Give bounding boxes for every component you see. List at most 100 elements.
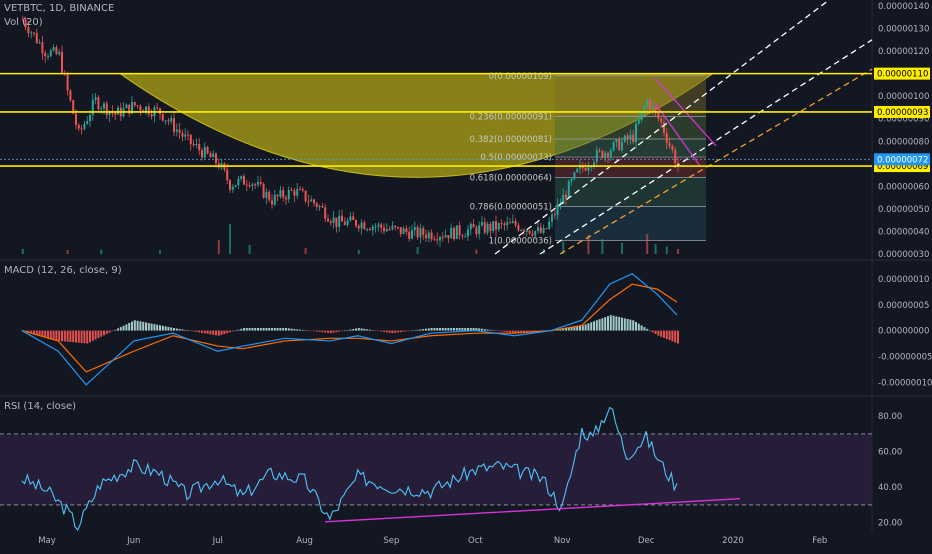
macd-histogram-bar — [556, 329, 559, 331]
fib-zone — [555, 157, 706, 178]
macd-histogram-bar — [357, 328, 360, 331]
candle-body — [35, 33, 38, 43]
candle-body — [164, 120, 167, 122]
macd-histogram-bar — [251, 328, 254, 331]
candle-body — [279, 190, 282, 197]
macd-histogram-bar — [380, 330, 383, 332]
candle-body — [105, 103, 108, 116]
candle-body — [33, 32, 35, 34]
price-axis-tick: 0.00000140 — [878, 2, 929, 12]
macd-label[interactable]: MACD (12, 26, close, 9) — [4, 265, 122, 276]
candle-body — [259, 181, 262, 184]
macd-histogram-bar — [35, 330, 38, 335]
candle-body — [58, 51, 61, 55]
candle-body — [357, 225, 360, 229]
volume-bar — [654, 244, 657, 254]
macd-histogram-bar — [279, 328, 282, 331]
macd-histogram-bar — [455, 328, 458, 331]
candle-body — [240, 176, 243, 179]
macd-histogram-bar — [632, 320, 635, 331]
candle-body — [55, 47, 58, 55]
candle-body — [38, 42, 41, 44]
candle-body — [189, 134, 192, 145]
macd-histogram-bar — [234, 330, 237, 332]
candle-body — [80, 128, 83, 130]
volume-label[interactable]: Vol (20) — [4, 17, 43, 28]
candle-body — [402, 228, 405, 234]
candle-body — [495, 221, 497, 230]
macd-histogram-bar — [63, 330, 66, 342]
macd-histogram-bar — [268, 328, 271, 331]
candle-body — [646, 99, 649, 107]
macd-histogram-bar — [139, 321, 142, 331]
candle-body — [94, 97, 97, 100]
candle-body — [391, 225, 394, 230]
macd-histogram-bar — [447, 328, 450, 331]
candle-body — [234, 185, 237, 187]
price-axis-tick: 0.00000060 — [878, 182, 929, 192]
candle-body — [441, 237, 444, 239]
candle-body — [136, 105, 139, 107]
macd-histogram-bar — [122, 325, 125, 331]
candle-body — [579, 165, 581, 169]
macd-histogram-bar — [243, 328, 245, 331]
macd-histogram-bar — [229, 330, 231, 333]
candle-body — [548, 221, 551, 229]
candle-body — [265, 191, 268, 198]
candle-body — [511, 221, 514, 223]
candle-body — [668, 142, 671, 146]
macd-histogram-bar — [579, 325, 581, 331]
candle-body — [178, 129, 181, 134]
candle-body — [133, 102, 136, 106]
candle-body — [489, 223, 492, 231]
candle-body — [304, 190, 307, 202]
candle-body — [139, 106, 142, 111]
candle-body — [117, 107, 119, 115]
candle-body — [310, 199, 313, 202]
macd-histogram-bar — [167, 326, 170, 331]
candle-body — [355, 219, 357, 226]
rsi-label[interactable]: RSI (14, close) — [4, 401, 77, 412]
macd-histogram-bar — [486, 329, 489, 331]
macd-histogram-bar — [346, 330, 349, 331]
candle-body — [41, 42, 44, 54]
candle-body — [209, 153, 212, 158]
symbol-title[interactable]: VETBTC, 1D, BINANCE — [4, 3, 115, 14]
candle-body — [215, 153, 217, 164]
macd-histogram-bar — [366, 329, 369, 331]
macd-histogram-bar — [483, 329, 486, 331]
candle-body — [539, 227, 542, 233]
macd-histogram-bar — [567, 327, 570, 331]
macd-histogram-bar — [411, 330, 413, 332]
macd-axis-tick: 0.00000000 — [878, 327, 929, 337]
candle-body — [321, 206, 324, 208]
candle-body — [287, 189, 290, 200]
candle-body — [411, 230, 413, 239]
time-axis-tick: Jun — [126, 536, 140, 546]
macd-histogram-bar — [427, 328, 430, 331]
volume-bar — [416, 247, 419, 254]
fib-level-label: 0.382(0.00000081) — [470, 135, 552, 145]
macd-histogram-bar — [439, 328, 441, 331]
macd-histogram-bar — [276, 328, 279, 331]
candle-body — [72, 100, 75, 114]
candle-body — [665, 133, 668, 143]
macd-histogram-bar — [49, 330, 52, 339]
candle-body — [542, 228, 545, 233]
macd-histogram-bar — [245, 328, 248, 331]
macd-histogram-bar — [422, 329, 425, 331]
candle-body — [273, 194, 276, 205]
candle-body — [338, 215, 341, 227]
macd-histogram-bar — [433, 328, 436, 331]
rsi-line — [21, 406, 678, 531]
candle-body — [419, 228, 422, 238]
macd-histogram-bar — [61, 330, 63, 342]
candle-body — [276, 194, 279, 197]
volume-bar — [248, 245, 251, 254]
volume-bar — [621, 243, 623, 254]
macd-histogram-bar — [601, 318, 604, 331]
time-axis-tick: Aug — [296, 536, 313, 546]
macd-histogram-bar — [299, 329, 301, 331]
